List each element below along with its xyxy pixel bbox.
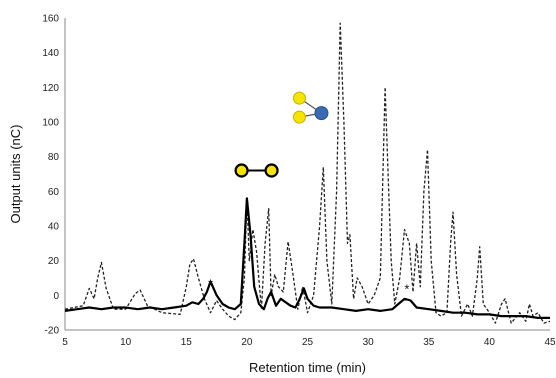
y-tick-label: -20 [45, 326, 60, 337]
glycan-symbols [234, 91, 329, 178]
x-tick-label: 15 [181, 337, 193, 348]
x-tick-labels: 5 10 15 20 25 30 35 40 45 [62, 337, 556, 348]
x-axis-title: Retention time (min) [249, 360, 366, 375]
blue-monosaccharide-circle-icon [314, 106, 329, 121]
series-layer [64, 22, 551, 324]
x-tick-label: 25 [302, 337, 314, 348]
y-tick-label: 80 [48, 152, 60, 163]
disaccharide-symbol [234, 163, 279, 178]
x-tick-label: 45 [544, 337, 556, 348]
y-tick-label: 120 [42, 83, 59, 94]
x-tick-label: 30 [363, 337, 375, 348]
dashed-trace-line [64, 22, 551, 324]
asterisk-annotation: * [404, 282, 409, 297]
asterisk-annotation: * [208, 276, 213, 291]
y-tick-label: 100 [42, 118, 59, 129]
y-tick-label: 40 [48, 222, 60, 233]
y-axis-title: Output units (nC) [8, 125, 23, 224]
glucose-circle-icon [264, 163, 279, 178]
solid-trace-line [64, 197, 550, 319]
y-tick-label: 20 [48, 256, 60, 267]
x-tick-label: 20 [241, 337, 253, 348]
x-tick-label: 5 [62, 337, 68, 348]
y-tick-label: 0 [53, 291, 59, 302]
y-tick-label: 160 [42, 14, 59, 25]
x-tick-label: 35 [423, 337, 435, 348]
glucose-circle-icon [234, 163, 249, 178]
annotations: * * [208, 276, 409, 296]
y-tick-label: 60 [48, 187, 60, 198]
trisaccharide-symbol [292, 91, 329, 124]
x-tick-label: 10 [120, 337, 132, 348]
glucose-circle-icon [292, 91, 306, 105]
axes [64, 18, 550, 331]
y-tick-label: 140 [42, 48, 59, 59]
glucose-circle-icon [292, 110, 306, 124]
x-tick-label: 40 [484, 337, 496, 348]
y-tick-labels: -20 0 20 40 60 80 100 120 140 160 [42, 14, 59, 337]
